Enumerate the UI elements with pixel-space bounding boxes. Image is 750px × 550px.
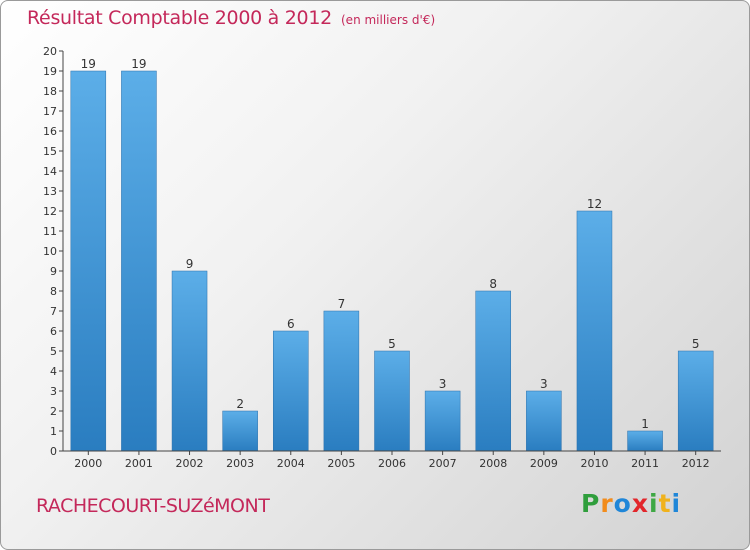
y-tick-label: 14 [43,165,57,178]
bar-2001 [121,70,157,452]
x-tick-label-2000: 2000 [74,457,102,470]
x-tick-label-2010: 2010 [580,457,608,470]
x-tick-label-2002: 2002 [176,457,204,470]
bar-2008 [475,290,511,452]
logo-letter: i [649,489,659,518]
logo-letter: x [631,489,649,518]
data-label-2009: 3 [540,377,548,391]
x-tick-label-2009: 2009 [530,457,558,470]
y-tick-label: 3 [50,385,57,398]
data-label-2004: 6 [287,317,295,331]
y-tick-label: 17 [43,105,57,118]
y-tick-label: 11 [43,225,57,238]
logo-letter: o [613,489,632,518]
y-tick-label: 15 [43,145,57,158]
data-label-2006: 5 [388,337,396,351]
logo-letter: r [600,489,614,518]
bars [70,70,714,452]
data-label-2002: 9 [186,257,194,271]
data-label-2010: 12 [587,197,602,211]
x-tick-label-2011: 2011 [631,457,659,470]
bar-2005 [323,310,360,452]
y-tick-label: 20 [43,45,57,58]
bar-2009 [526,390,562,452]
bar-2006 [374,350,410,452]
bar-2010 [576,210,613,452]
x-tick-label-2008: 2008 [479,457,507,470]
x-axis: 2000 2001 2002 2003 2004 2005 2006 2007 2008 2009… [63,450,721,470]
logo-letter: P [581,489,601,518]
x-tick-label-2004: 2004 [277,457,305,470]
logo-letter: i [671,489,682,518]
location-name: RACHECOURT-SUZéMONT [36,495,270,517]
bar-2000 [70,70,107,452]
y-tick-label: 4 [50,365,57,378]
x-tick-label-2012: 2012 [682,457,710,470]
x-tick-label-2007: 2007 [429,457,457,470]
x-tick-label-2006: 2006 [378,457,406,470]
data-label-2008: 8 [489,277,497,291]
y-tick-label: 19 [43,65,57,78]
bar-2012 [677,350,714,452]
y-tick-label: 12 [43,205,57,218]
data-label-2011: 1 [641,417,649,431]
y-tick-label: 1 [50,425,57,438]
x-tick-label-2005: 2005 [327,457,355,470]
y-tick-label: 2 [50,405,57,418]
bar-2004 [273,330,309,452]
data-label-2000: 19 [81,57,96,71]
bar-2011 [627,430,663,452]
y-tick-label: 9 [50,265,57,278]
y-tick-label: 7 [50,305,57,318]
proxiti-logo: Proxiti [581,489,681,518]
data-label-2003: 2 [236,397,244,411]
data-label-2001: 19 [131,57,146,71]
y-tick-label: 5 [50,345,57,358]
y-tick-label: 6 [50,325,57,338]
logo-letter: t [658,489,672,518]
data-label-2005: 7 [338,297,346,311]
bar-2002 [171,270,208,452]
x-tick-label-2003: 2003 [226,457,254,470]
chart-subtitle: (en milliers d'€) [341,13,436,27]
y-tick-label: 18 [43,85,57,98]
y-tick-label: 8 [50,285,57,298]
data-labels: 19 19 9 2 6 7 5 3 8 3 12 1 5 [81,57,700,431]
x-tick-label-2001: 2001 [125,457,153,470]
y-tick-label: 16 [43,125,57,138]
bar-2007 [424,390,461,452]
data-label-2007: 3 [439,377,447,391]
y-tick-label: 13 [43,185,57,198]
y-tick-label: 10 [43,245,57,258]
chart-title: Résultat Comptable 2000 à 2012 [27,7,332,29]
data-label-2012: 5 [692,337,700,351]
y-tick-label: 0 [50,445,57,458]
bar-2003 [222,410,258,452]
